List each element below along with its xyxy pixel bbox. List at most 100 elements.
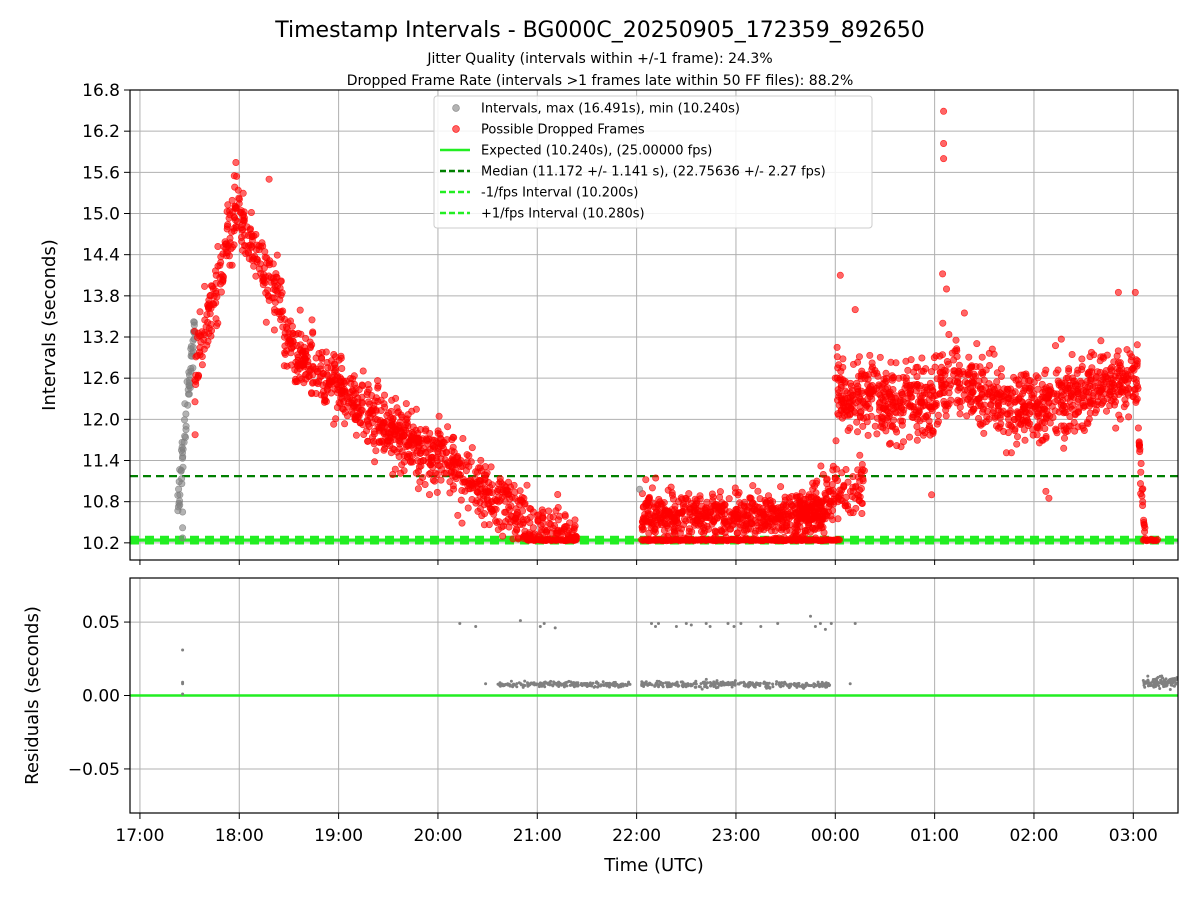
dropped-frame-point — [384, 409, 392, 417]
interval-point — [179, 524, 187, 532]
residual-point — [829, 622, 833, 625]
dropped-frame-point — [1096, 387, 1104, 395]
residual-point — [604, 682, 608, 686]
dropped-frame-point — [958, 397, 966, 405]
residual-point — [733, 683, 737, 687]
residual-point — [567, 679, 571, 683]
residual-point — [703, 685, 707, 689]
residual-point — [736, 682, 740, 686]
dropped-frame-point — [1130, 375, 1138, 383]
dropped-frame-point — [545, 507, 553, 515]
residuals-y-tick-label: 0.00 — [82, 687, 120, 707]
dropped-frame-point — [711, 528, 719, 536]
dropped-frame-point — [239, 189, 247, 197]
dropped-frame-point — [1013, 433, 1021, 441]
dropped-frame-point — [1090, 351, 1098, 359]
dropped-frame-point — [832, 492, 840, 500]
interval-point — [181, 400, 189, 408]
residual-point — [1168, 680, 1172, 684]
residual-point — [501, 684, 505, 688]
dropped-frame-point — [836, 271, 844, 279]
dropped-frame-point — [940, 140, 948, 148]
dropped-frame-point — [1094, 368, 1102, 376]
dropped-frame-point — [985, 361, 993, 369]
dropped-frame-point — [779, 511, 787, 519]
dropped-frame-point — [858, 509, 866, 517]
legend-label: Intervals, max (16.491s), min (10.240s) — [481, 102, 740, 117]
dropped-frame-point — [732, 510, 740, 518]
dropped-frame-point — [1042, 434, 1050, 442]
residual-point — [599, 684, 602, 688]
dropped-frame-point — [1052, 369, 1060, 377]
dropped-frame-point — [464, 504, 472, 512]
dropped-frame-point — [450, 433, 458, 441]
residual-point — [575, 681, 578, 685]
dropped-frame-point — [348, 408, 356, 416]
dropped-frame-point — [1065, 367, 1073, 375]
dropped-frame-point — [950, 356, 958, 364]
residual-point — [776, 622, 780, 625]
dropped-frame-point — [570, 533, 578, 541]
dropped-frame-point — [913, 422, 921, 430]
residual-point — [802, 686, 805, 690]
dropped-frame-point — [652, 474, 660, 482]
residual-point — [484, 682, 488, 686]
dropped-frame-point — [462, 461, 470, 469]
dropped-frame-point — [542, 535, 550, 543]
dropped-frame-point — [749, 482, 757, 490]
dropped-frame-point — [1015, 395, 1023, 403]
residual-point — [1146, 684, 1150, 688]
dropped-frame-point — [463, 451, 471, 459]
dropped-frame-point — [1133, 395, 1141, 403]
dropped-frame-point — [502, 486, 510, 494]
dropped-frame-point — [1074, 408, 1082, 416]
dropped-frame-point — [942, 285, 950, 293]
dropped-frame-point — [805, 491, 813, 499]
residual-point — [571, 683, 575, 687]
dropped-frame-point — [939, 319, 947, 327]
dropped-frame-point — [407, 458, 415, 466]
interval-point — [176, 491, 184, 499]
dropped-frame-point — [835, 536, 843, 544]
dropped-frame-point — [1139, 501, 1147, 509]
dropped-frame-point — [473, 488, 481, 496]
dropped-frame-point — [239, 212, 247, 220]
dropped-frame-point — [509, 535, 517, 543]
dropped-frame-point — [425, 491, 433, 499]
dropped-frame-point — [194, 371, 202, 379]
dropped-frame-point — [1071, 427, 1079, 435]
dropped-frame-point — [886, 439, 894, 447]
dropped-frame-point — [400, 467, 408, 475]
dropped-frame-point — [226, 234, 234, 242]
dropped-frame-point — [309, 362, 317, 370]
dropped-frame-point — [306, 367, 314, 375]
dropped-frame-point — [896, 397, 904, 405]
dropped-frame-point — [1029, 431, 1037, 439]
residual-point — [792, 682, 796, 685]
residual-point — [1151, 680, 1155, 684]
residual-point — [1163, 682, 1167, 686]
dropped-frame-point — [372, 447, 380, 455]
residual-point — [708, 625, 712, 628]
dropped-frame-point — [431, 469, 439, 477]
dropped-frame-point — [912, 408, 920, 416]
dropped-frame-point — [352, 431, 360, 439]
dropped-frame-point — [262, 318, 270, 326]
dropped-frame-point — [516, 487, 524, 495]
interval-point — [185, 390, 193, 398]
residual-point — [628, 682, 632, 686]
dropped-frame-point — [368, 433, 376, 441]
intervals-y-tick-label: 10.2 — [82, 534, 120, 554]
dropped-frame-point — [976, 363, 984, 371]
residual-point — [704, 622, 708, 625]
dropped-frame-point — [956, 410, 964, 418]
dropped-frame-point — [259, 242, 267, 250]
dropped-frame-point — [1088, 368, 1096, 376]
dropped-frame-point — [1058, 405, 1066, 413]
dropped-frame-point — [664, 532, 672, 540]
residual-point — [642, 681, 646, 685]
dropped-frame-point — [457, 496, 465, 504]
residual-point — [1169, 677, 1173, 681]
dropped-frame-point — [1030, 378, 1038, 386]
residual-point — [655, 681, 659, 685]
